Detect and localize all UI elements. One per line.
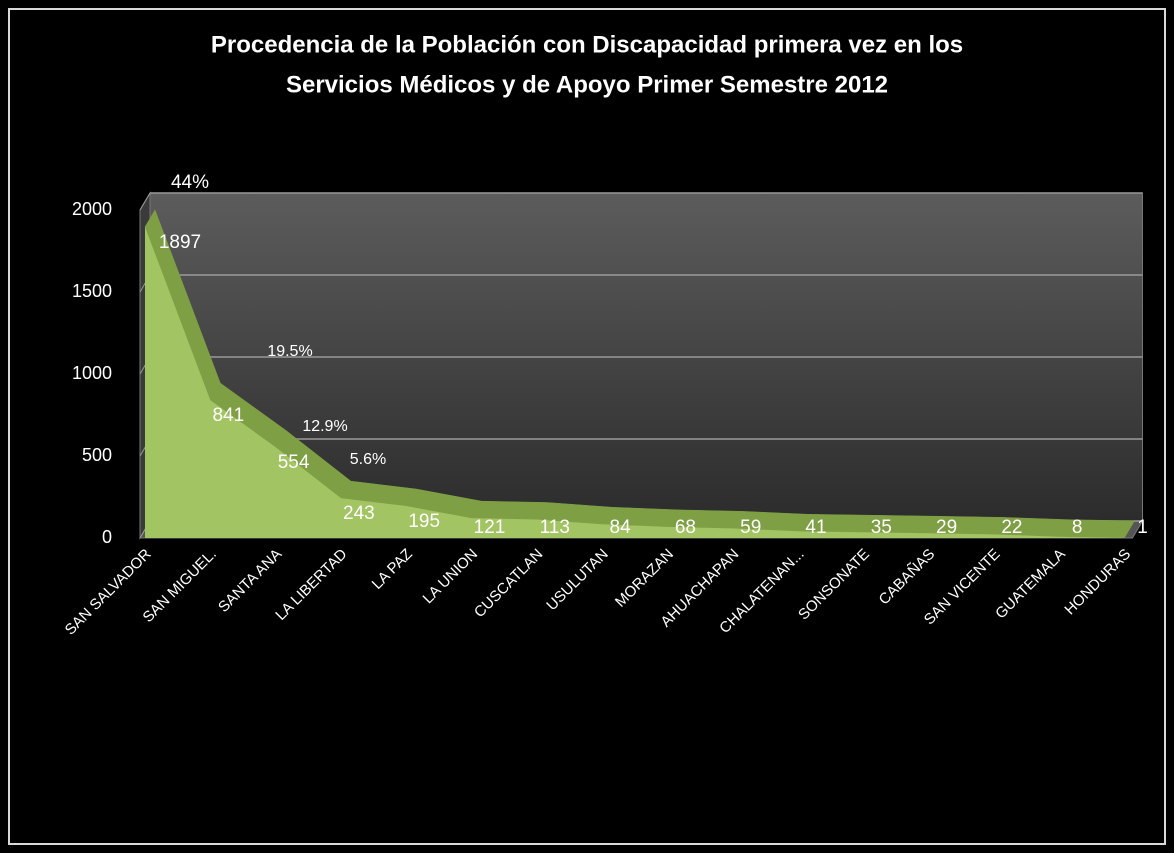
annotation: 5.6% <box>350 451 386 468</box>
data-label: 29 <box>936 517 957 538</box>
data-label: 22 <box>1001 517 1022 538</box>
data-label: 59 <box>740 517 761 538</box>
y-tick-label: 1000 <box>72 363 112 383</box>
data-label: 41 <box>805 517 826 538</box>
area-front <box>145 226 1125 538</box>
data-label: 243 <box>343 503 375 524</box>
annotation: 44% <box>171 172 209 193</box>
data-label: 113 <box>540 517 570 538</box>
data-label: 68 <box>675 517 696 538</box>
data-label: 8 <box>1072 517 1083 538</box>
y-tick-label: 500 <box>82 445 112 465</box>
annotation: 12.9% <box>302 418 347 435</box>
chart-title: Servicios Médicos y de Apoyo Primer Seme… <box>286 71 888 98</box>
data-label: 195 <box>408 511 440 532</box>
data-label: 1897 <box>159 232 201 253</box>
area-top <box>1058 519 1135 539</box>
data-label: 841 <box>212 405 244 426</box>
annotation: 19.5% <box>267 343 312 360</box>
y-tick-label: 1500 <box>72 281 112 301</box>
y-tick-label: 2000 <box>72 199 112 219</box>
data-label: 1 <box>1137 517 1148 538</box>
data-label: 35 <box>871 517 892 538</box>
frame <box>8 8 1166 845</box>
data-label: 84 <box>610 517 632 538</box>
y-tick-label: 0 <box>102 527 112 547</box>
data-label: 121 <box>474 517 506 538</box>
grid-line <box>139 192 151 211</box>
data-label: 554 <box>278 452 310 473</box>
chart-title: Procedencia de la Población con Discapac… <box>211 31 963 58</box>
